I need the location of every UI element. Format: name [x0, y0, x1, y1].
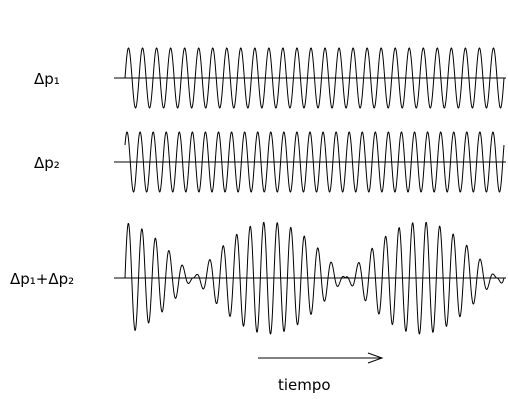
time-arrow — [258, 352, 384, 364]
wave2-label: Δp₂ — [34, 154, 60, 172]
wave2-curve — [124, 131, 505, 193]
sum-curve — [124, 221, 505, 335]
wave1-label: Δp₁ — [34, 70, 60, 88]
wave1-curve — [124, 47, 505, 109]
time-axis-label: tiempo — [278, 376, 331, 394]
sum-label: Δp₁+Δp₂ — [10, 270, 74, 288]
